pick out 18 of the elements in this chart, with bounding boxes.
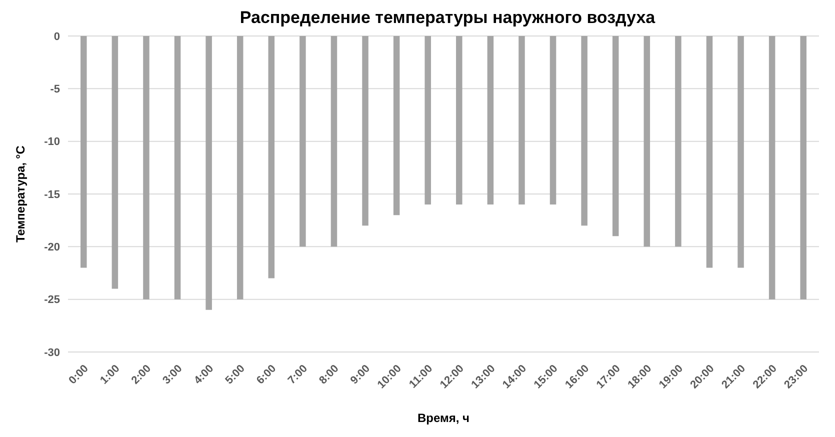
y-tick-label: -30 [44,346,60,359]
x-tick-label: 9:00 [348,362,372,387]
x-tick-label: 0:00 [66,362,91,387]
x-tick-label: 7:00 [286,362,310,387]
x-tick-label: 4:00 [192,362,216,387]
y-tick-label: -10 [44,136,60,148]
y-tick-label: -5 [50,84,60,96]
x-axis-title: Время, ч [417,411,470,425]
x-tick-label: 5:00 [223,362,248,387]
x-tick-label: 3:00 [160,362,185,387]
y-axis-title: Температура, °С [13,145,28,242]
y-tick-label: -20 [44,242,60,254]
chart-title: Распределение температуры наружного воздуха [238,8,656,28]
x-tick-label: 6:00 [254,362,279,387]
y-tick-label: 0 [54,30,60,43]
x-tick-label: 8:00 [317,362,342,387]
y-tick-label: -25 [44,294,60,306]
y-tick-label: -15 [44,188,60,201]
